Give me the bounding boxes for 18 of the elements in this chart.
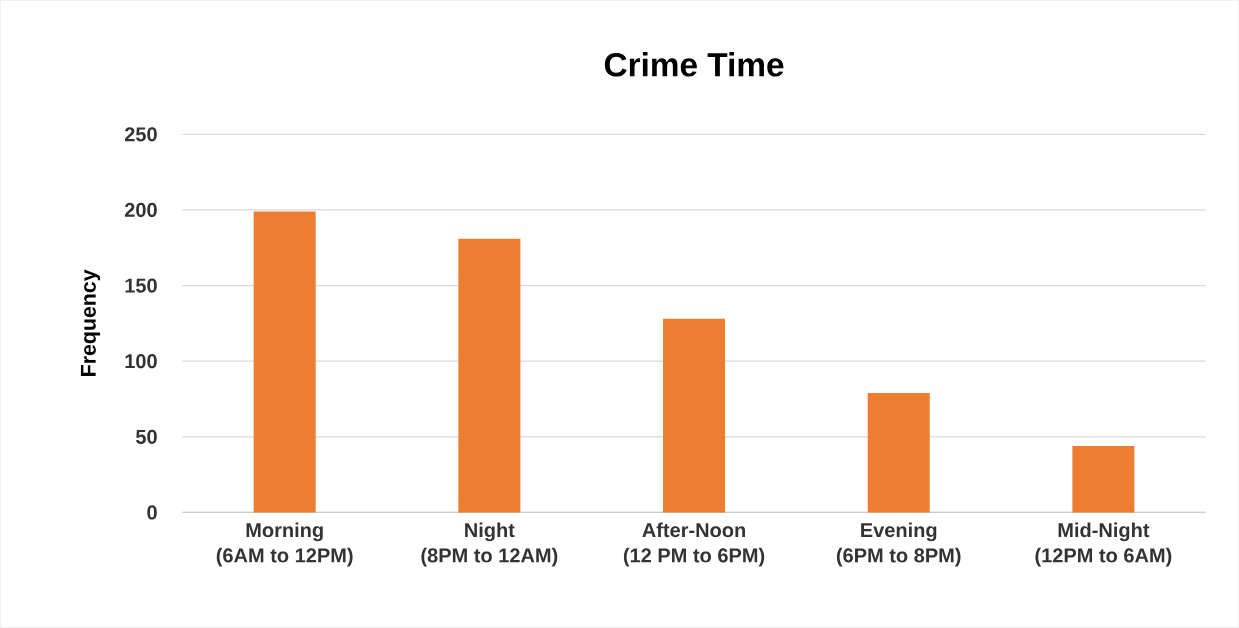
bar (867, 393, 930, 513)
bar (1072, 446, 1135, 513)
y-tick-label: 250 (124, 127, 157, 142)
y-tick-label: 200 (124, 202, 157, 218)
y-tick-label: 100 (125, 354, 157, 369)
y-tick-label: 0 (147, 505, 157, 520)
y-axis-title: Frequency (80, 269, 101, 377)
y-tick-label: 50 (135, 429, 157, 445)
x-tick-label: Mid-Night (12PM to 6AM) (1035, 522, 1172, 567)
x-tick-label: Night (8PM to 12AM) (421, 522, 558, 567)
chart-title: Crime Time (604, 52, 784, 77)
bar (663, 318, 726, 513)
bar (253, 211, 316, 513)
x-tick-label: After-Noon (12 PM to 6PM) (623, 522, 765, 567)
bar (458, 238, 521, 513)
x-tick-label: Morning (6AM to 12PM) (216, 522, 353, 567)
x-tick-label: Evening (6PM to 8PM) (836, 522, 961, 567)
y-tick-label: 150 (125, 278, 157, 293)
